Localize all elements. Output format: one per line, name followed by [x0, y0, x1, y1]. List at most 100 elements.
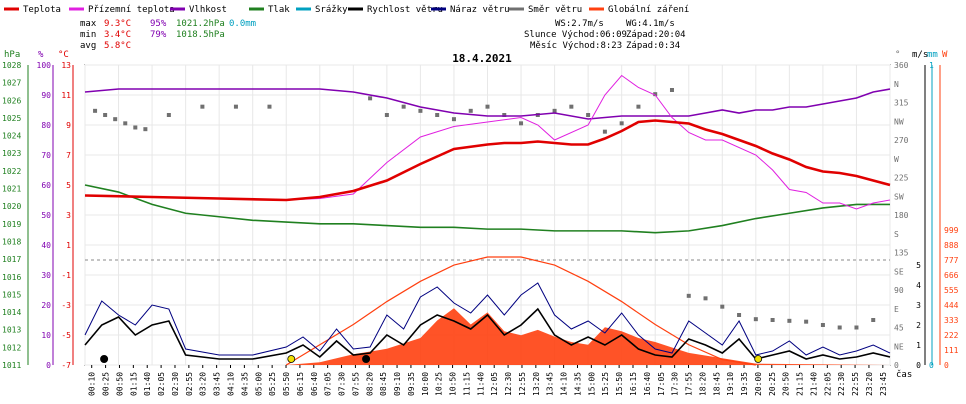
- tick-w-8: 111: [944, 346, 959, 355]
- tick-x-57: 23:45: [879, 372, 888, 396]
- tick-x-53: 22:05: [823, 372, 832, 396]
- legend-label-1: Přízemní teplota: [88, 5, 175, 15]
- tick-w-0: 999: [944, 226, 959, 235]
- axis-label-ms: m/s: [912, 50, 928, 60]
- tick-degc-9: -5: [61, 331, 71, 340]
- tick-x-21: 08:45: [379, 372, 388, 396]
- tick-x-55: 22:55: [851, 372, 860, 396]
- tick-dir-3: NW: [894, 117, 904, 126]
- tick-hpa-14: 1014: [2, 308, 21, 317]
- tick-x-20: 08:20: [365, 372, 374, 396]
- tick-ms-2: 3: [916, 301, 921, 310]
- wind-dir-point-33: [753, 317, 758, 322]
- tick-x-39: 16:15: [629, 372, 638, 396]
- tick-x-28: 11:40: [476, 372, 485, 396]
- tick-degc-0: 13: [61, 61, 71, 70]
- tick-x-50: 20:50: [782, 372, 791, 396]
- series-ground-temp: [84, 74, 891, 210]
- tick-dir-14: 45: [894, 324, 904, 333]
- tick-w-3: 666: [944, 271, 959, 280]
- tick-hpa-6: 1022: [2, 167, 21, 176]
- wind-dir-point-4: [133, 125, 138, 130]
- tick-x-34: 14:10: [560, 372, 569, 396]
- tick-x-10: 04:10: [227, 372, 236, 396]
- tick-x-44: 18:20: [698, 372, 707, 396]
- stat-min-temp: 3.4°C: [104, 30, 131, 40]
- legend-label-4: Srážky: [315, 5, 348, 15]
- tick-hpa-8: 1020: [2, 202, 21, 211]
- tick-hpa-1: 1027: [2, 79, 21, 88]
- wind-dir-point-13: [418, 108, 423, 113]
- wind-dir-point-10: [368, 96, 373, 101]
- tick-x-35: 14:35: [573, 372, 582, 396]
- series-global-radiation: [85, 308, 890, 365]
- tick-x-48: 20:00: [754, 372, 763, 396]
- info-moon-rise: Měsíc Východ:8:23: [530, 41, 622, 51]
- tick-x-11: 04:35: [240, 372, 249, 396]
- legend-label-5: Rychlost větru: [367, 5, 443, 15]
- wind-dir-point-28: [669, 88, 674, 92]
- stat-max-temp: 9.3°C: [104, 19, 131, 29]
- stat-min-label: min: [80, 30, 96, 40]
- tick-dir-12: 90: [894, 286, 904, 295]
- tick-w-2: 777: [944, 256, 959, 265]
- tick-degc-3: 7: [66, 151, 71, 160]
- tick-x-7: 02:55: [185, 372, 194, 396]
- tick-x-31: 12:55: [518, 372, 527, 396]
- tick-dir-6: 225: [894, 174, 909, 183]
- tick-hpa-4: 1024: [2, 132, 21, 141]
- axis-label-mm: mm: [927, 50, 938, 60]
- tick-x-42: 17:30: [671, 372, 680, 396]
- tick-ms-5: 0: [916, 361, 921, 370]
- wind-dir-point-8: [233, 104, 238, 109]
- tick-hpa-2: 1026: [2, 96, 21, 105]
- wind-dir-point-24: [602, 129, 607, 134]
- tick-x-16: 06:40: [310, 372, 319, 396]
- tick-dir-5: W: [894, 155, 899, 164]
- tick-dir-1: N: [894, 80, 899, 89]
- tick-x-12: 05:00: [254, 372, 263, 396]
- tick-x-36: 15:00: [587, 372, 596, 396]
- info-sun-rise: Slunce Východ:06:09: [524, 30, 627, 40]
- info-sun-set: Západ:20:04: [626, 30, 686, 40]
- tick-x-45: 18:45: [712, 372, 721, 396]
- tick-x-4: 01:40: [143, 372, 152, 396]
- wind-dir-point-21: [552, 108, 557, 113]
- chart-title: 18.4.2021: [452, 52, 512, 65]
- tick-hpa-12: 1016: [2, 273, 21, 282]
- tick-pct-9: 10: [41, 331, 51, 340]
- tick-ms-0: 5: [916, 261, 921, 270]
- tick-degc-5: 3: [66, 211, 71, 220]
- wind-dir-point-25: [619, 121, 624, 126]
- tick-pct-8: 20: [41, 301, 51, 310]
- wind-dir-point-38: [837, 325, 842, 330]
- wind-dir-point-1: [103, 113, 108, 117]
- moonset-marker: [100, 355, 109, 363]
- tick-x-24: 10:00: [421, 372, 430, 396]
- tick-mm-0: 1: [929, 61, 934, 70]
- sunrise-marker: [287, 355, 296, 363]
- stat-avg-label: avg: [80, 41, 96, 51]
- wind-dir-point-3: [123, 121, 128, 126]
- wind-dir-point-39: [854, 325, 859, 330]
- tick-x-51: 21:15: [796, 372, 805, 396]
- tick-dir-2: 315: [894, 99, 909, 108]
- stat-max-hum: 95%: [150, 19, 167, 29]
- legend-label-2: Vlhkost: [189, 5, 227, 15]
- tick-x-40: 16:40: [643, 372, 652, 396]
- stat-max-label: max: [80, 19, 97, 29]
- wind-dir-point-7: [200, 104, 205, 109]
- tick-x-54: 22:30: [837, 372, 846, 396]
- legend-label-8: Globální záření: [608, 5, 689, 15]
- tick-hpa-15: 1013: [2, 326, 21, 335]
- tick-degc-10: -7: [61, 361, 71, 370]
- tick-w-1: 888: [944, 241, 959, 250]
- wind-dir-point-19: [519, 121, 524, 126]
- series-theoretical-radiation: [285, 256, 756, 366]
- x-axis-label: čas: [896, 369, 912, 380]
- axis-label-degc: °C: [58, 50, 69, 60]
- tick-pct-4: 60: [41, 181, 51, 190]
- tick-x-2: 00:50: [115, 372, 124, 396]
